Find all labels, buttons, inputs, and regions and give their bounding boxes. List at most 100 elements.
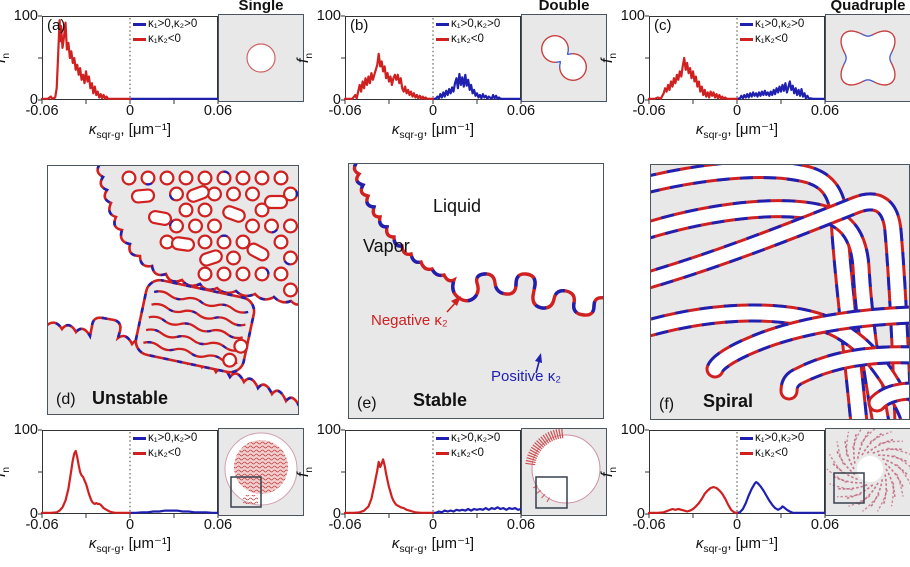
y-tick-100: 100 <box>13 8 38 24</box>
histogram-plot-c: 100 0 fn -0.06 0 0.06 κsqr-g, [μm⁻¹] κ₁>… <box>599 8 839 141</box>
panel-f-histogram: 100 0 fn -0.06 0 0.06 κsqr-g, [μm⁻¹] κ₁>… <box>599 422 910 567</box>
panel-b-double: 100 0 fn -0.06 0 0.06 κsqr-g, [μm⁻¹] κ₁>… <box>295 0 607 142</box>
legend-entry-blue: κ₁>0,κ₂>0 <box>436 431 500 446</box>
x-tick-min: -0.06 <box>25 517 59 533</box>
x-tick-max: 0.06 <box>506 517 536 533</box>
blue-line-swatch <box>133 436 146 440</box>
x-axis-label: κsqr-g, [μm⁻¹] <box>88 535 172 555</box>
series-line-red <box>40 449 132 514</box>
panel-letter: (f) <box>659 396 675 413</box>
red-line-swatch <box>740 451 753 455</box>
panel-title: Single <box>238 0 284 14</box>
legend-entry-blue: κ₁>0,κ₂>0 <box>436 17 500 32</box>
legend-entry-red: κ₁κ₂<0 <box>436 32 500 47</box>
panel-title: Quadruple <box>830 0 906 14</box>
histogram-plot-a: 100 0 fn -0.06 0 0.06 κsqr-g, [μm⁻¹] κ₁>… <box>0 8 232 141</box>
y-tick-0: 0 <box>636 92 645 108</box>
legend-entry-red: κ₁κ₂<0 <box>436 446 500 461</box>
positive-k2-label: Positive κ₂ <box>491 368 562 385</box>
blue-line-swatch <box>740 22 753 26</box>
y-tick-100: 100 <box>620 422 645 438</box>
x-tick-zero: 0 <box>732 517 742 533</box>
inset-single-droplet <box>218 14 304 102</box>
panel-d-unstable-pattern: (d) Unstable <box>47 165 299 415</box>
red-line-swatch <box>133 37 146 41</box>
single-droplet-outline <box>246 43 276 73</box>
panel-title: Double <box>538 0 590 14</box>
panel-d-histogram: 100 0 fn -0.06 0 0.06 κsqr-g, [μm⁻¹] κ₁>… <box>0 422 304 567</box>
x-axis-label: κsqr-g, [μm⁻¹] <box>695 535 779 555</box>
series-line-red <box>647 485 739 514</box>
histogram-plot-b: 100 0 fn -0.06 0 0.06 κsqr-g, [μm⁻¹] κ₁>… <box>295 8 535 141</box>
x-tick-max: 0.06 <box>810 103 840 119</box>
inset-stable-overview <box>521 428 607 516</box>
series-line-blue <box>128 509 220 514</box>
y-tick-0: 0 <box>636 506 645 522</box>
x-axis-label: κsqr-g, [μm⁻¹] <box>391 535 475 555</box>
legend: κ₁>0,κ₂>0 κ₁κ₂<0 <box>740 431 804 461</box>
stable-pattern-art <box>349 164 603 418</box>
blue-line-swatch <box>740 436 753 440</box>
x-tick-min: -0.06 <box>25 103 59 119</box>
y-tick-100: 100 <box>13 422 38 438</box>
panel-e-histogram: 100 0 fn -0.06 0 0.06 κsqr-g, [μm⁻¹] κ₁>… <box>295 422 607 567</box>
panel-c-quadruple: 100 0 fn -0.06 0 0.06 κsqr-g, [μm⁻¹] κ₁>… <box>599 0 910 142</box>
legend-entry-blue: κ₁>0,κ₂>0 <box>740 431 804 446</box>
panel-letter: (a) <box>47 17 66 34</box>
y-tick-0: 0 <box>29 506 38 522</box>
y-tick-100: 100 <box>316 8 341 24</box>
legend: κ₁>0,κ₂>0 κ₁κ₂<0 <box>740 17 804 47</box>
droplet-rim <box>531 434 601 504</box>
legend-entry-red: κ₁κ₂<0 <box>133 446 197 461</box>
legend: κ₁>0,κ₂>0 κ₁κ₂<0 <box>436 431 500 461</box>
panel-e-stable-pattern: Liquid Vapor Negative κ₂ Positive κ₂ (e)… <box>348 163 604 419</box>
y-axis-label: fn <box>0 52 12 63</box>
liquid-label: Liquid <box>433 196 482 216</box>
histogram-e-svg <box>341 429 523 518</box>
x-tick-max: 0.06 <box>203 103 233 119</box>
inset-spiral-overview <box>825 426 910 516</box>
unstable-texture <box>234 440 288 494</box>
negative-k2-label: Negative κ₂ <box>371 312 448 329</box>
x-tick-zero: 0 <box>125 517 135 533</box>
panel-a-single: 100 0 fn -0.06 0 0.06 κsqr-g, [μm⁻¹] κ₁>… <box>0 0 304 142</box>
legend-entry-red: κ₁κ₂<0 <box>740 446 804 461</box>
y-tick-100: 100 <box>620 8 645 24</box>
panel-letter: (b) <box>350 17 369 34</box>
y-axis-label: fn <box>295 466 315 478</box>
legend-entry-red: κ₁κ₂<0 <box>740 32 804 47</box>
x-axis-label: κsqr-g, [μm⁻¹] <box>695 121 779 141</box>
red-line-swatch <box>436 37 449 41</box>
series-line-blue <box>431 72 523 100</box>
x-tick-zero: 0 <box>125 103 135 119</box>
histogram-plot-e: 100 0 fn -0.06 0 0.06 κsqr-g, [μm⁻¹] κ₁>… <box>295 422 535 555</box>
y-axis-label: fn <box>599 52 619 64</box>
unstable-pattern-art <box>48 166 298 414</box>
series-line-red <box>343 52 435 100</box>
x-tick-min: -0.06 <box>632 517 666 533</box>
spiral-core <box>857 456 883 482</box>
legend: κ₁>0,κ₂>0 κ₁κ₂<0 <box>436 17 500 47</box>
histogram-plot-d: 100 0 fn -0.06 0 0.06 κsqr-g, [μm⁻¹] κ₁>… <box>0 422 232 555</box>
red-line-swatch <box>133 451 146 455</box>
series-line-blue <box>735 480 827 514</box>
series-line-red <box>40 19 132 100</box>
histogram-d-svg <box>38 429 220 518</box>
series-line-red <box>647 56 739 100</box>
panel-f-spiral-pattern: (f) Spiral <box>650 164 910 420</box>
y-axis-label: fn <box>295 52 315 64</box>
x-axis-label: κsqr-g, [μm⁻¹] <box>391 121 475 141</box>
y-axis-label: fn <box>599 466 619 478</box>
legend-entry-blue: κ₁>0,κ₂>0 <box>133 17 197 32</box>
histogram-a-svg <box>38 15 220 104</box>
zoom-region-box <box>230 476 262 508</box>
legend-entry-blue: κ₁>0,κ₂>0 <box>740 17 804 32</box>
y-tick-0: 0 <box>332 92 341 108</box>
panel-letter: (d) <box>56 391 76 408</box>
y-tick-0: 0 <box>332 506 341 522</box>
x-tick-zero: 0 <box>428 517 438 533</box>
histogram-f-svg <box>645 429 827 518</box>
panel-caption: Spiral <box>703 391 754 411</box>
panel-letter: (e) <box>357 395 377 412</box>
